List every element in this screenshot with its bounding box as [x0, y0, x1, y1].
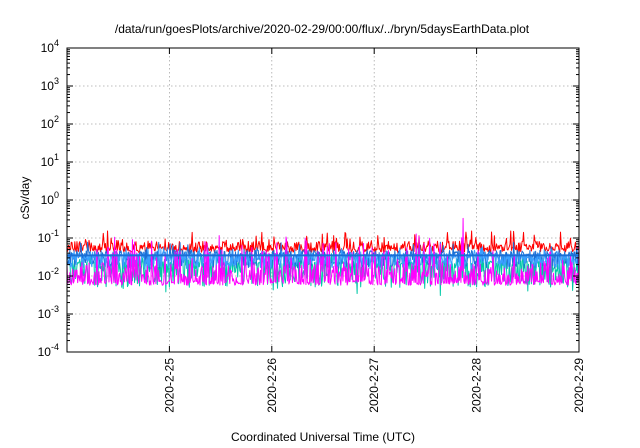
x-tick-label: 2020-2-25 [162, 358, 176, 413]
x-tick-label: 2020-2-29 [572, 358, 586, 413]
y-tick-label: 10-1 [38, 228, 59, 245]
y-tick-label: 100 [41, 190, 59, 207]
y-axis-label: cSv/day [18, 177, 32, 220]
x-tick-label: 2020-2-26 [265, 358, 279, 413]
y-tick-label: 103 [41, 76, 59, 93]
y-tick-label: 102 [41, 114, 59, 131]
y-tick-label: 104 [41, 38, 59, 55]
y-tick-label: 10-2 [38, 266, 59, 283]
grid [67, 48, 579, 352]
series-line [66, 217, 580, 286]
x-tick-label: 2020-2-27 [367, 358, 381, 413]
y-tick-label: 10-3 [38, 304, 59, 321]
ticks: 10-4 10-3 10-2 10-1 100 101 102 103 104 2020-2-25… [38, 38, 586, 413]
y-tick-label: 101 [41, 152, 59, 169]
x-axis-label: Coordinated Universal Time (UTC) [231, 430, 415, 444]
y-tick-label: 10-4 [38, 342, 59, 359]
chart-title: /data/run/goesPlots/archive/2020-02-29/0… [115, 22, 530, 36]
x-tick-label: 2020-2-28 [470, 358, 484, 413]
series-layer [66, 217, 580, 296]
